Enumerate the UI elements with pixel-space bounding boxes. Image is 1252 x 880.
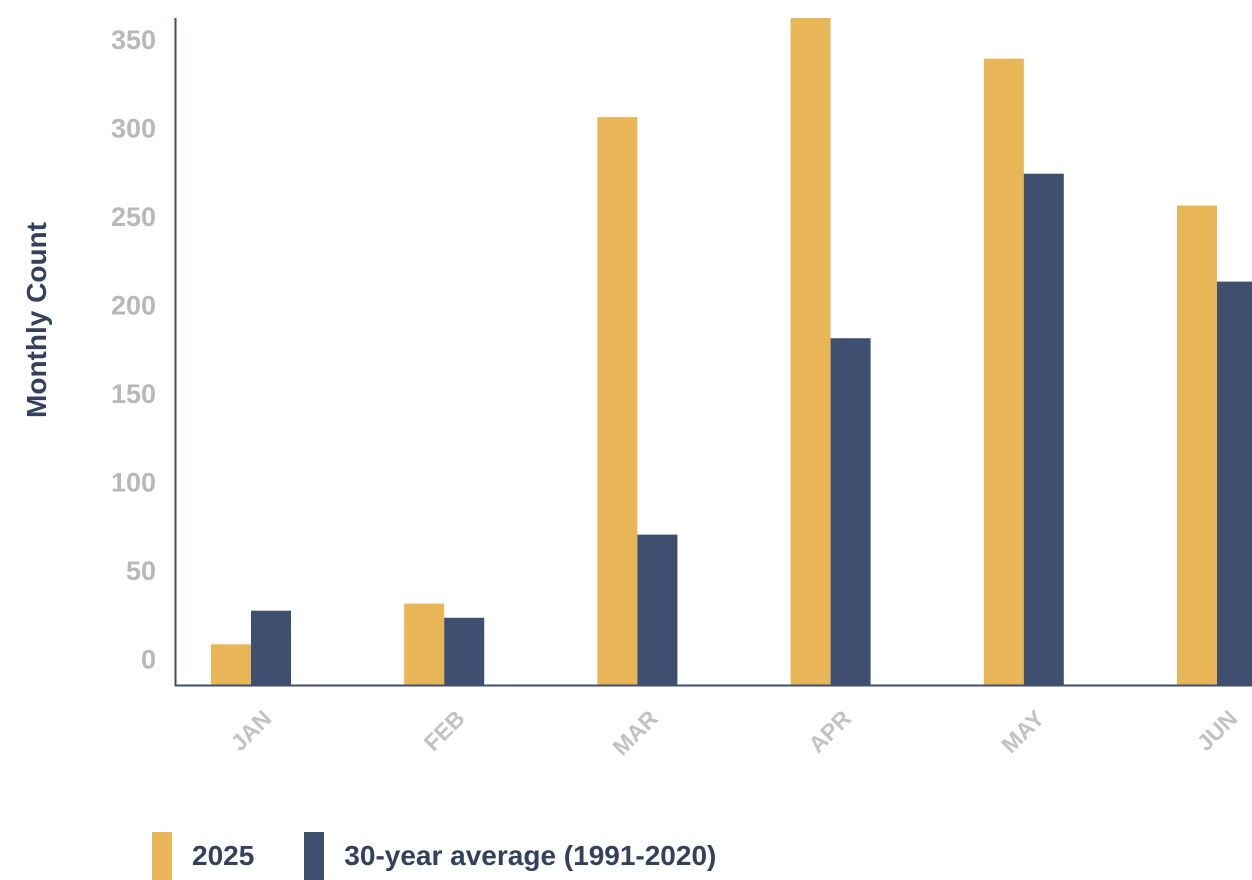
bar-2025-mar [597, 117, 638, 686]
x-tick-label-mar: MAR [607, 705, 663, 761]
y-axis-title: Monthly Count [21, 222, 52, 418]
y-tick-label: 200 [111, 291, 156, 321]
x-tick-label-jun: JUN [1191, 705, 1242, 756]
bar-2025-apr [790, 18, 831, 685]
y-axis-ticks: 0 50 100 150 200 250 300 350 [111, 25, 156, 674]
x-tick-label-apr: APR [803, 705, 856, 758]
bar-2025-may [983, 58, 1024, 685]
y-tick-label: 150 [111, 379, 156, 409]
bar-30-year-average-feb [444, 617, 485, 685]
legend-swatch-30-year-average [304, 832, 325, 880]
legend-item-30-year-average: 30-year average (1991-2020) [304, 832, 716, 880]
bar-2025-feb [404, 603, 445, 685]
y-tick-label: 300 [111, 114, 156, 144]
bar-2025-jun [1177, 205, 1217, 686]
bar-30-year-average-may [1023, 173, 1064, 685]
y-tick-label: 100 [111, 468, 156, 498]
legend-swatch-2025 [152, 832, 172, 880]
y-tick-label: 0 [141, 644, 156, 674]
legend-label-2025: 2025 [192, 840, 255, 871]
legend-label-30-year-average: 30-year average (1991-2020) [344, 840, 717, 871]
bar-30-year-average-apr [830, 338, 871, 685]
bar-30-year-average-mar [637, 534, 678, 685]
bar-30-year-average-jan [251, 610, 291, 685]
x-axis-ticks: JAN FEB MAR APR MAY JUN [225, 705, 1242, 761]
bar-30-year-average-jun [1217, 281, 1252, 685]
bar-2025-jan [211, 644, 251, 685]
legend: 2025 30-year average (1991-2020) [152, 832, 716, 880]
bars [211, 18, 1252, 686]
x-tick-label-may: MAY [996, 705, 1049, 758]
y-tick-label: 350 [111, 25, 156, 55]
x-tick-label-feb: FEB [419, 705, 470, 756]
legend-item-2025: 2025 [152, 832, 254, 880]
y-tick-label: 50 [126, 556, 156, 586]
x-tick-label-jan: JAN [225, 705, 276, 756]
y-tick-label: 250 [111, 202, 156, 232]
